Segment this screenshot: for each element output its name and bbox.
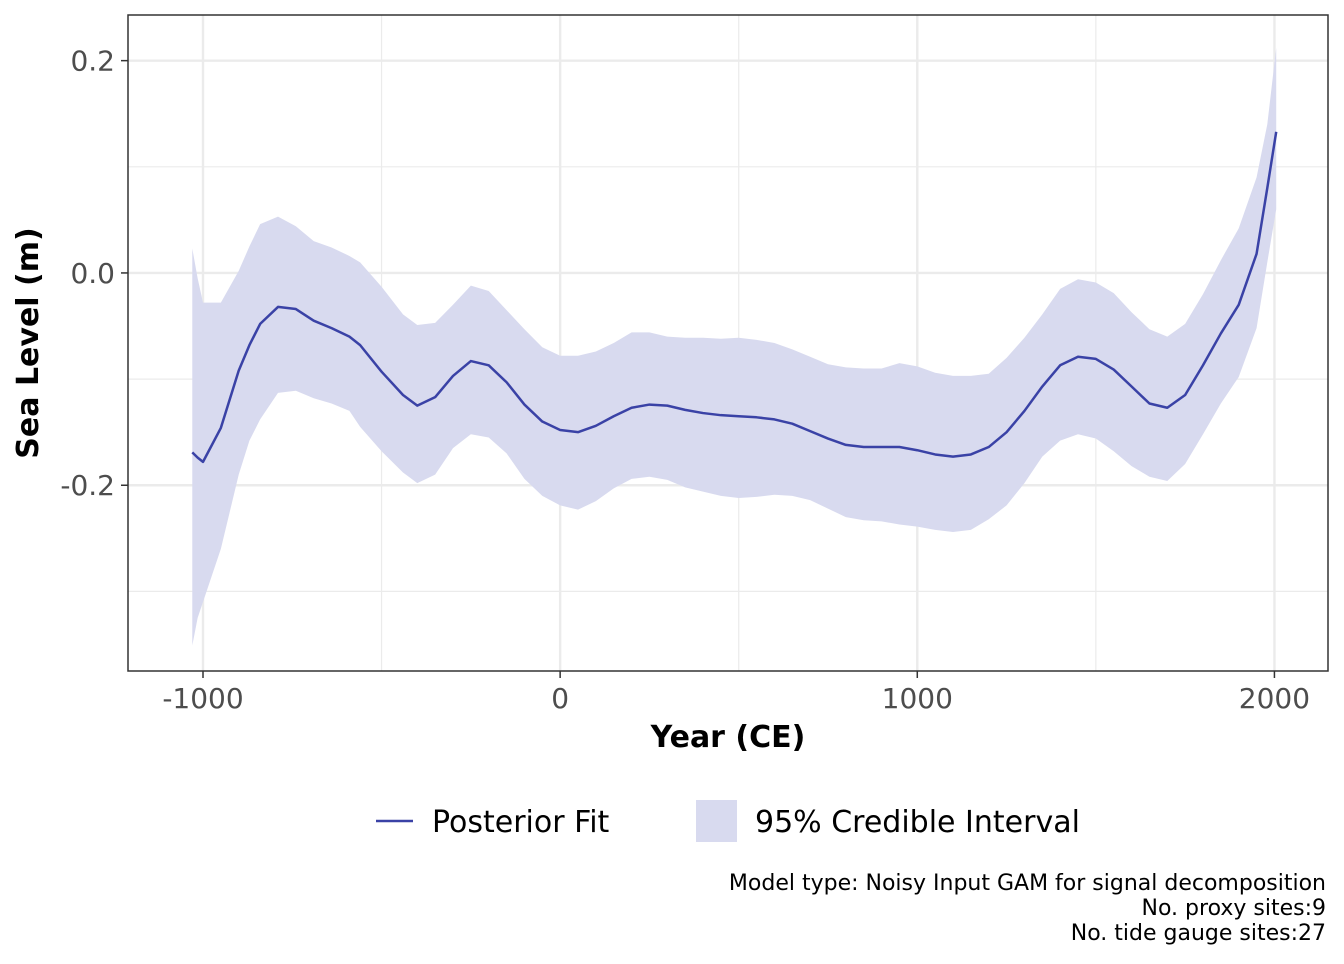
caption-tide-gauge-sites: No. tide gauge sites:27 [1071,921,1326,946]
y-axis-title: Sea Level (m) [11,227,46,458]
x-tick-label: 2000 [1239,682,1310,715]
x-tick-label: -1000 [162,682,243,715]
x-tick-label: 1000 [882,682,953,715]
legend: Posterior Fit 95% Credible Interval [376,800,1080,842]
posterior-fit-line [191,131,1278,464]
x-axis-title: Year (CE) [650,720,806,755]
credible-interval-band [192,47,1277,646]
y-axis-tick-labels: -0.2 0.0 0.2 [60,45,115,503]
axis-tick-marks [121,59,1276,678]
legend-band-key [696,800,737,842]
y-tick-label: 0.2 [70,45,115,78]
x-axis-tick-labels: -1000 0 1000 2000 [162,682,1310,715]
legend-label-posterior-fit: Posterior Fit [432,805,610,840]
x-tick-label: 0 [551,682,569,715]
caption-proxy-sites: No. proxy sites:9 [1142,896,1326,921]
credible-interval-layer [192,47,1277,646]
legend-label-credible-interval: 95% Credible Interval [755,805,1080,840]
y-tick-label: -0.2 [60,469,115,502]
posterior-fit-layer [191,131,1278,464]
caption: Model type: Noisy Input GAM for signal d… [729,871,1326,946]
plot-panel-border [127,14,1329,672]
caption-model-type: Model type: Noisy Input GAM for signal d… [729,871,1326,896]
y-tick-label: 0.0 [70,257,115,290]
